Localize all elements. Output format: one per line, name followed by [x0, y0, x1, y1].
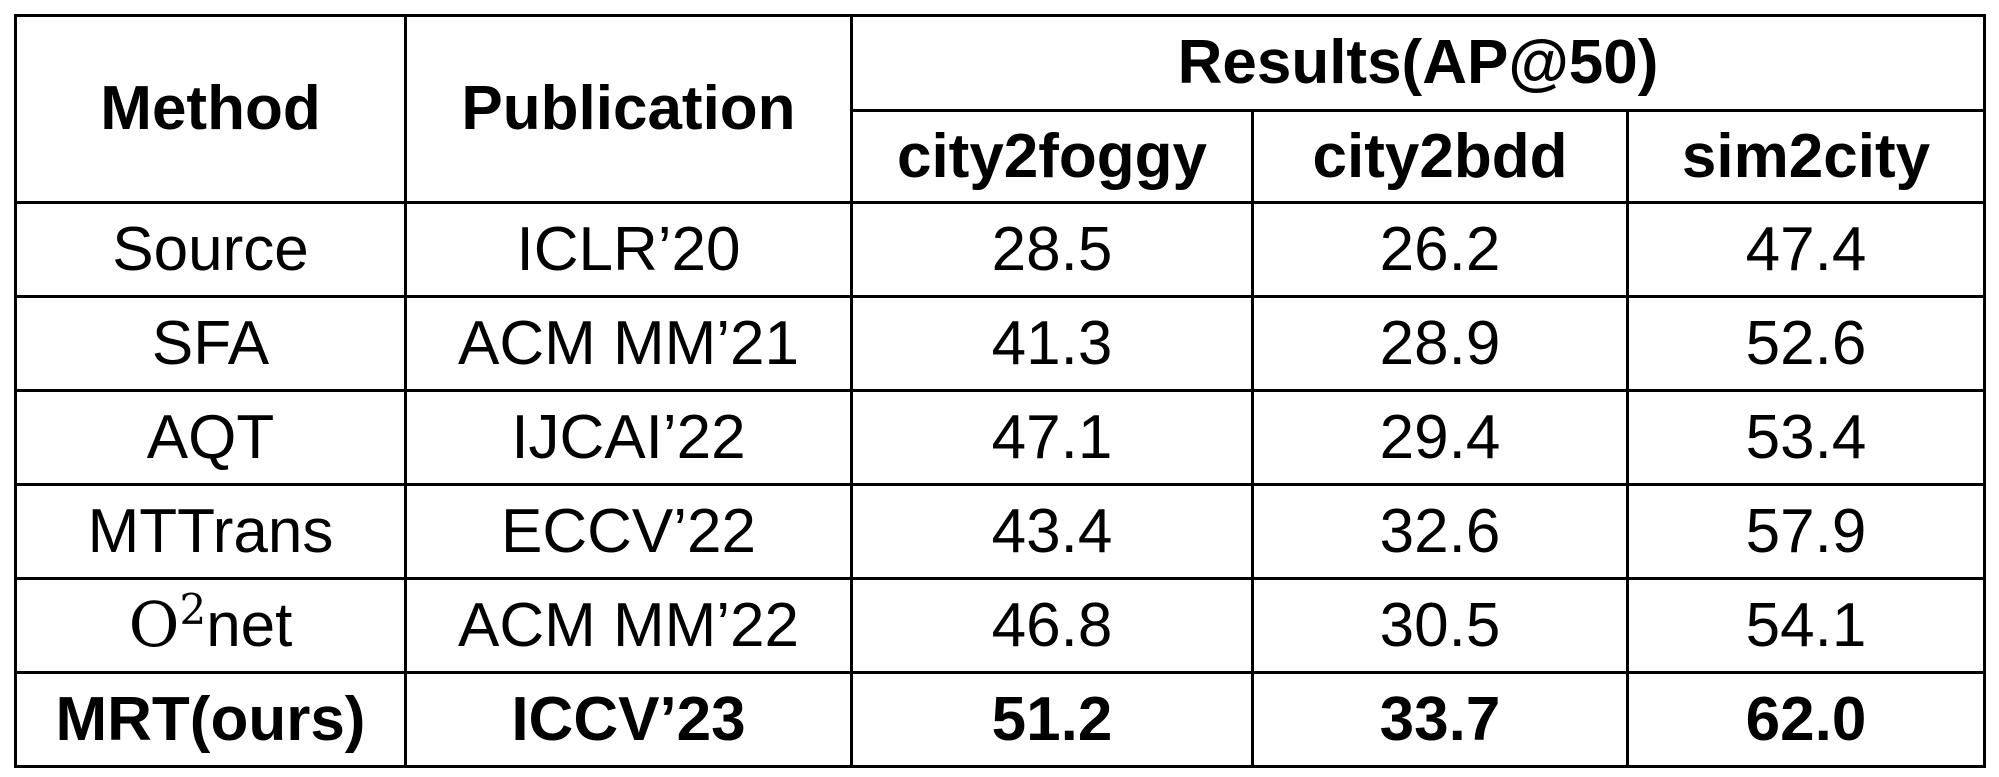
header-row-sub: city2foggy city2bdd sim2city	[16, 109, 1987, 204]
cell-city2foggy: 51.2	[850, 671, 1254, 768]
cell-city2bdd: 33.7	[1251, 671, 1629, 768]
table-row: Source ICLR’20 28.5 26.2 47.4	[14, 201, 1987, 298]
cell-city2bdd: 30.5	[1251, 577, 1629, 674]
cell-sim2city: 57.9	[1625, 483, 1987, 580]
cell-publication: ACM MM’22	[404, 577, 853, 674]
cell-city2foggy: 41.3	[850, 295, 1254, 392]
results-table: Method Publication Results(AP@50) city2f…	[14, 14, 1987, 768]
cell-city2foggy: 46.8	[850, 577, 1254, 674]
cell-city2bdd: 28.9	[1251, 295, 1629, 392]
method-superscript: 2	[179, 585, 207, 634]
cell-publication: IJCAI’22	[404, 389, 853, 486]
header-city2foggy: city2foggy	[850, 109, 1254, 204]
header-row-top: Method Publication Results(AP@50)	[14, 14, 1987, 204]
cell-publication: ICCV’23	[404, 671, 853, 768]
cell-city2bdd: 26.2	[1251, 201, 1629, 298]
cell-city2foggy: 47.1	[850, 389, 1254, 486]
table-row: O2net ACM MM’22 46.8 30.5 54.1	[14, 577, 1987, 674]
method-base: O	[128, 588, 180, 661]
cell-method: O2net	[14, 577, 407, 674]
cell-sim2city: 47.4	[1625, 201, 1987, 298]
cell-sim2city: 52.6	[1625, 295, 1987, 392]
header-sim2city: sim2city	[1625, 109, 1987, 204]
cell-city2bdd: 32.6	[1251, 483, 1629, 580]
cell-sim2city: 54.1	[1625, 577, 1987, 674]
header-method: Method	[14, 14, 407, 204]
cell-publication: ICLR’20	[404, 201, 853, 298]
cell-method: Source	[14, 201, 407, 298]
header-results: Results(AP@50)	[849, 14, 1987, 112]
cell-method: AQT	[14, 389, 407, 486]
cell-city2foggy: 43.4	[850, 483, 1254, 580]
table-row: AQT IJCAI’22 47.1 29.4 53.4	[14, 389, 1987, 486]
cell-city2bdd: 29.4	[1251, 389, 1629, 486]
header-city2bdd: city2bdd	[1251, 109, 1629, 204]
cell-city2foggy: 28.5	[850, 201, 1254, 298]
cell-publication: ECCV’22	[404, 483, 853, 580]
method-suffix: net	[206, 591, 293, 660]
cell-method: SFA	[14, 295, 407, 392]
cell-sim2city: 62.0	[1625, 671, 1987, 768]
table-row: MTTrans ECCV’22 43.4 32.6 57.9	[14, 483, 1987, 580]
table-row: SFA ACM MM’21 41.3 28.9 52.6	[14, 295, 1987, 392]
cell-method: MTTrans	[14, 483, 407, 580]
cell-publication: ACM MM’21	[404, 295, 853, 392]
cell-sim2city: 53.4	[1625, 389, 1987, 486]
header-publication: Publication	[404, 14, 853, 204]
table-row-highlight: MRT(ours) ICCV’23 51.2 33.7 62.0	[14, 671, 1987, 768]
cell-method: MRT(ours)	[14, 671, 407, 768]
